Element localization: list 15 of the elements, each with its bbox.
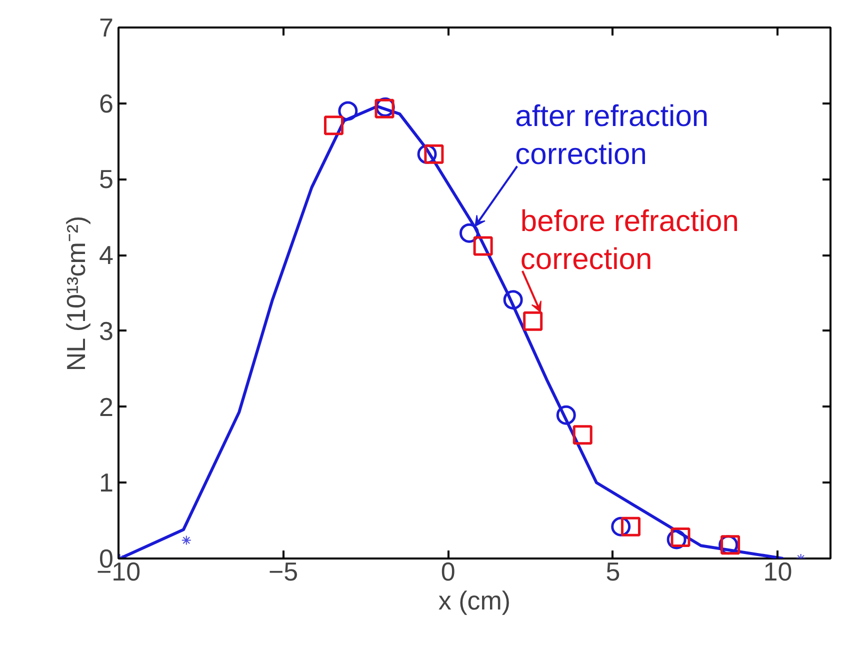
x-tick-label: 10 <box>763 556 792 586</box>
y-tick-label: 7 <box>99 12 114 42</box>
annotation: after refraction correction <box>515 100 709 172</box>
y-tick-label: 2 <box>99 392 114 422</box>
x-tick-label: −5 <box>268 556 298 586</box>
x-axis-title: x (cm) <box>438 586 511 616</box>
y-tick-label: 3 <box>99 316 114 346</box>
y-tick-label: 1 <box>99 468 114 498</box>
y-tick-label: 6 <box>99 88 114 118</box>
x-tick-label: 5 <box>606 556 620 586</box>
y-tick-label: 5 <box>99 164 114 194</box>
y-tick-label: 4 <box>99 240 114 270</box>
x-tick-label: 0 <box>440 556 456 586</box>
y-axis-title: NL (10¹³cm⁻²) <box>61 216 92 372</box>
annotation: before refraction correction <box>520 204 739 276</box>
